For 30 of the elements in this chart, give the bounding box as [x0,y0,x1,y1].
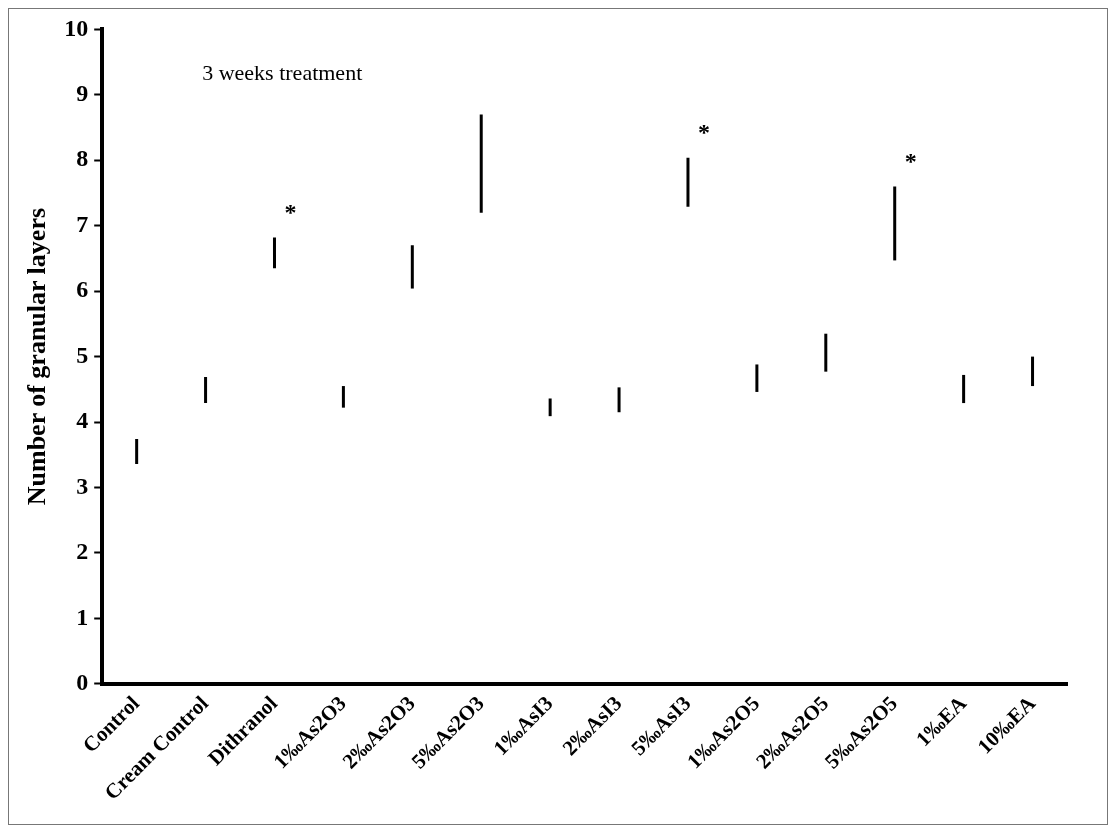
y-tick-label: 10 [64,14,89,41]
bar [204,376,208,404]
y-axis-title: Number of granular layers [22,207,52,506]
bar [479,114,483,213]
bar [617,387,621,413]
y-tick-label: 6 [76,276,89,303]
bar [962,374,966,404]
y-tick-label: 7 [76,210,89,237]
annotation: * [904,147,917,174]
y-tick-label: 9 [76,80,89,107]
y-tick-label: 0 [76,669,89,696]
annotation: * [284,198,297,225]
bar [824,333,828,372]
bar [893,186,897,261]
y-tick-label: 2 [76,538,89,565]
annotation: * [697,118,710,145]
annotation: 3 weeks treatment [202,60,363,86]
y-tick-label: 3 [76,472,89,499]
bar [755,364,759,392]
bar [272,237,276,269]
y-tick-label: 1 [76,603,89,630]
y-tick-label: 5 [76,341,89,368]
y-tick-label: 4 [76,407,89,434]
bar [548,398,552,417]
y-tick-label: 8 [76,145,89,172]
bar [135,439,139,464]
bar [1031,356,1035,387]
bar [410,245,414,289]
bar [686,157,690,207]
bar [341,386,345,408]
